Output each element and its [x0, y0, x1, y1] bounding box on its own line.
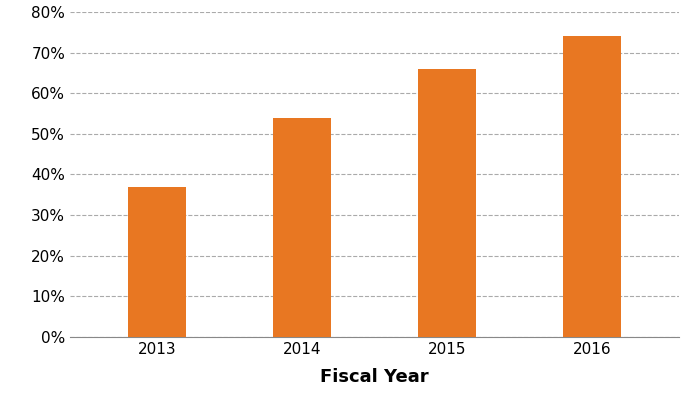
Bar — [273, 117, 331, 337]
X-axis label: Fiscal Year: Fiscal Year — [320, 368, 429, 386]
Bar — [563, 36, 621, 337]
Bar — [418, 69, 476, 337]
Bar — [128, 186, 186, 337]
